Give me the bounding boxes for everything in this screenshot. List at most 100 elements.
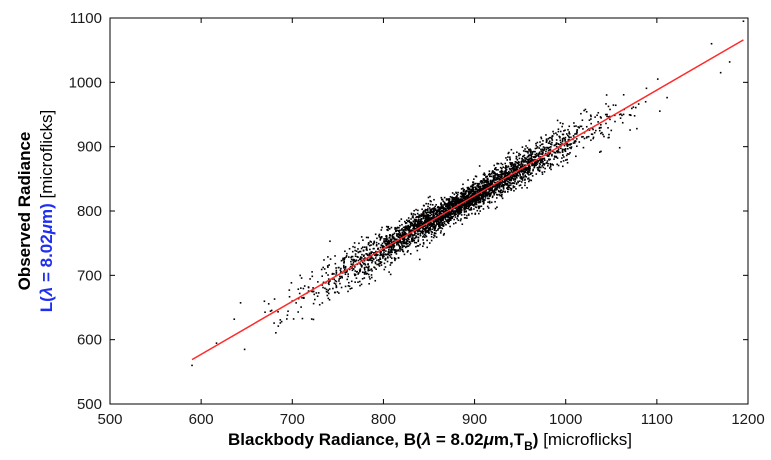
scatter-point [528,150,530,152]
scatter-point [403,231,406,234]
scatter-point [487,180,489,183]
scatter-point [528,158,530,160]
scatter-point [367,263,369,265]
scatter-point [442,234,445,236]
scatter-point [621,121,624,124]
scatter-point [514,180,516,183]
scatter-point [546,146,548,149]
scatter-point [454,212,457,214]
scatter-point [393,248,396,251]
scatter-point [504,177,507,180]
scatter-point [402,237,404,240]
scatter-point [415,225,418,227]
scatter-point [409,234,412,236]
scatter-point [543,157,546,160]
scatter-point [539,161,542,164]
scatter-point [334,255,336,257]
scatter-point [504,191,506,193]
scatter-point [539,159,542,161]
scatter-point [546,160,549,162]
scatter-point [483,195,486,197]
scatter-point [339,277,341,279]
scatter-point [508,177,511,179]
scatter-point [467,214,470,216]
scatter-point [574,133,576,135]
scatter-point [539,163,541,166]
scatter-point [367,268,370,271]
scatter-point [433,220,436,223]
scatter-point [390,246,393,248]
scatter-point [488,170,491,172]
scatter-point [414,220,417,223]
scatter-point [491,196,494,199]
scatter-point [504,162,507,165]
scatter-point [378,234,380,237]
scatter-point [384,258,387,261]
scatter-point [264,311,266,314]
scatter-point [303,285,306,287]
scatter-point [508,151,510,154]
scatter-point [338,280,340,282]
scatter-point [355,250,358,252]
scatter-point [328,281,330,283]
scatter-point [592,128,594,131]
scatter-point [524,181,526,184]
scatter-point [431,217,434,219]
scatter-point [440,230,442,232]
scatter-point [371,251,373,254]
scatter-point [520,169,523,171]
scatter-point [461,223,464,226]
scatter-point [573,142,576,144]
scatter-point [416,245,419,247]
scatter-point [384,266,387,268]
scatter-point [469,208,472,211]
scatter-point [422,236,424,238]
scatter-point [557,149,559,152]
scatter-point [582,135,584,138]
scatter-point [381,242,384,245]
scatter-point [385,239,387,242]
scatter-point [524,184,526,187]
scatter-point [520,160,523,162]
scatter-point [525,176,528,178]
scatter-point [427,222,430,225]
scatter-point [385,242,387,245]
scatter-point [388,248,390,251]
scatter-point [402,250,405,253]
scatter-point [354,281,356,283]
scatter-point [360,263,362,266]
scatter-point [461,195,464,198]
scatter-point [430,230,433,233]
scatter-point [513,186,516,188]
scatter-point [370,274,373,276]
scatter-point [367,242,370,244]
scatter-point [368,253,371,256]
scatter-point [566,134,569,137]
scatter-point [461,206,464,208]
scatter-point [418,214,420,216]
scatter-point [442,200,445,203]
scatter-point [542,157,544,160]
scatter-point [503,175,506,177]
scatter-point [345,271,348,274]
scatter-point [538,152,540,155]
scatter-point [447,207,449,210]
scatter-point [500,181,502,184]
scatter-point [359,268,362,270]
scatter-point [446,204,449,207]
scatter-point [407,245,410,247]
scatter-point [540,136,542,139]
scatter-point [402,229,405,232]
scatter-point [543,148,546,150]
scatter-point [447,205,449,208]
scatter-point [506,180,509,182]
scatter-point [622,93,625,96]
scatter-point [359,270,361,273]
scatter-point [391,234,393,237]
scatter-point [442,224,445,227]
scatter-point [528,165,530,168]
scatter-point [488,190,491,192]
scatter-point [418,258,421,261]
scatter-point [602,133,604,136]
scatter-point [561,140,564,143]
